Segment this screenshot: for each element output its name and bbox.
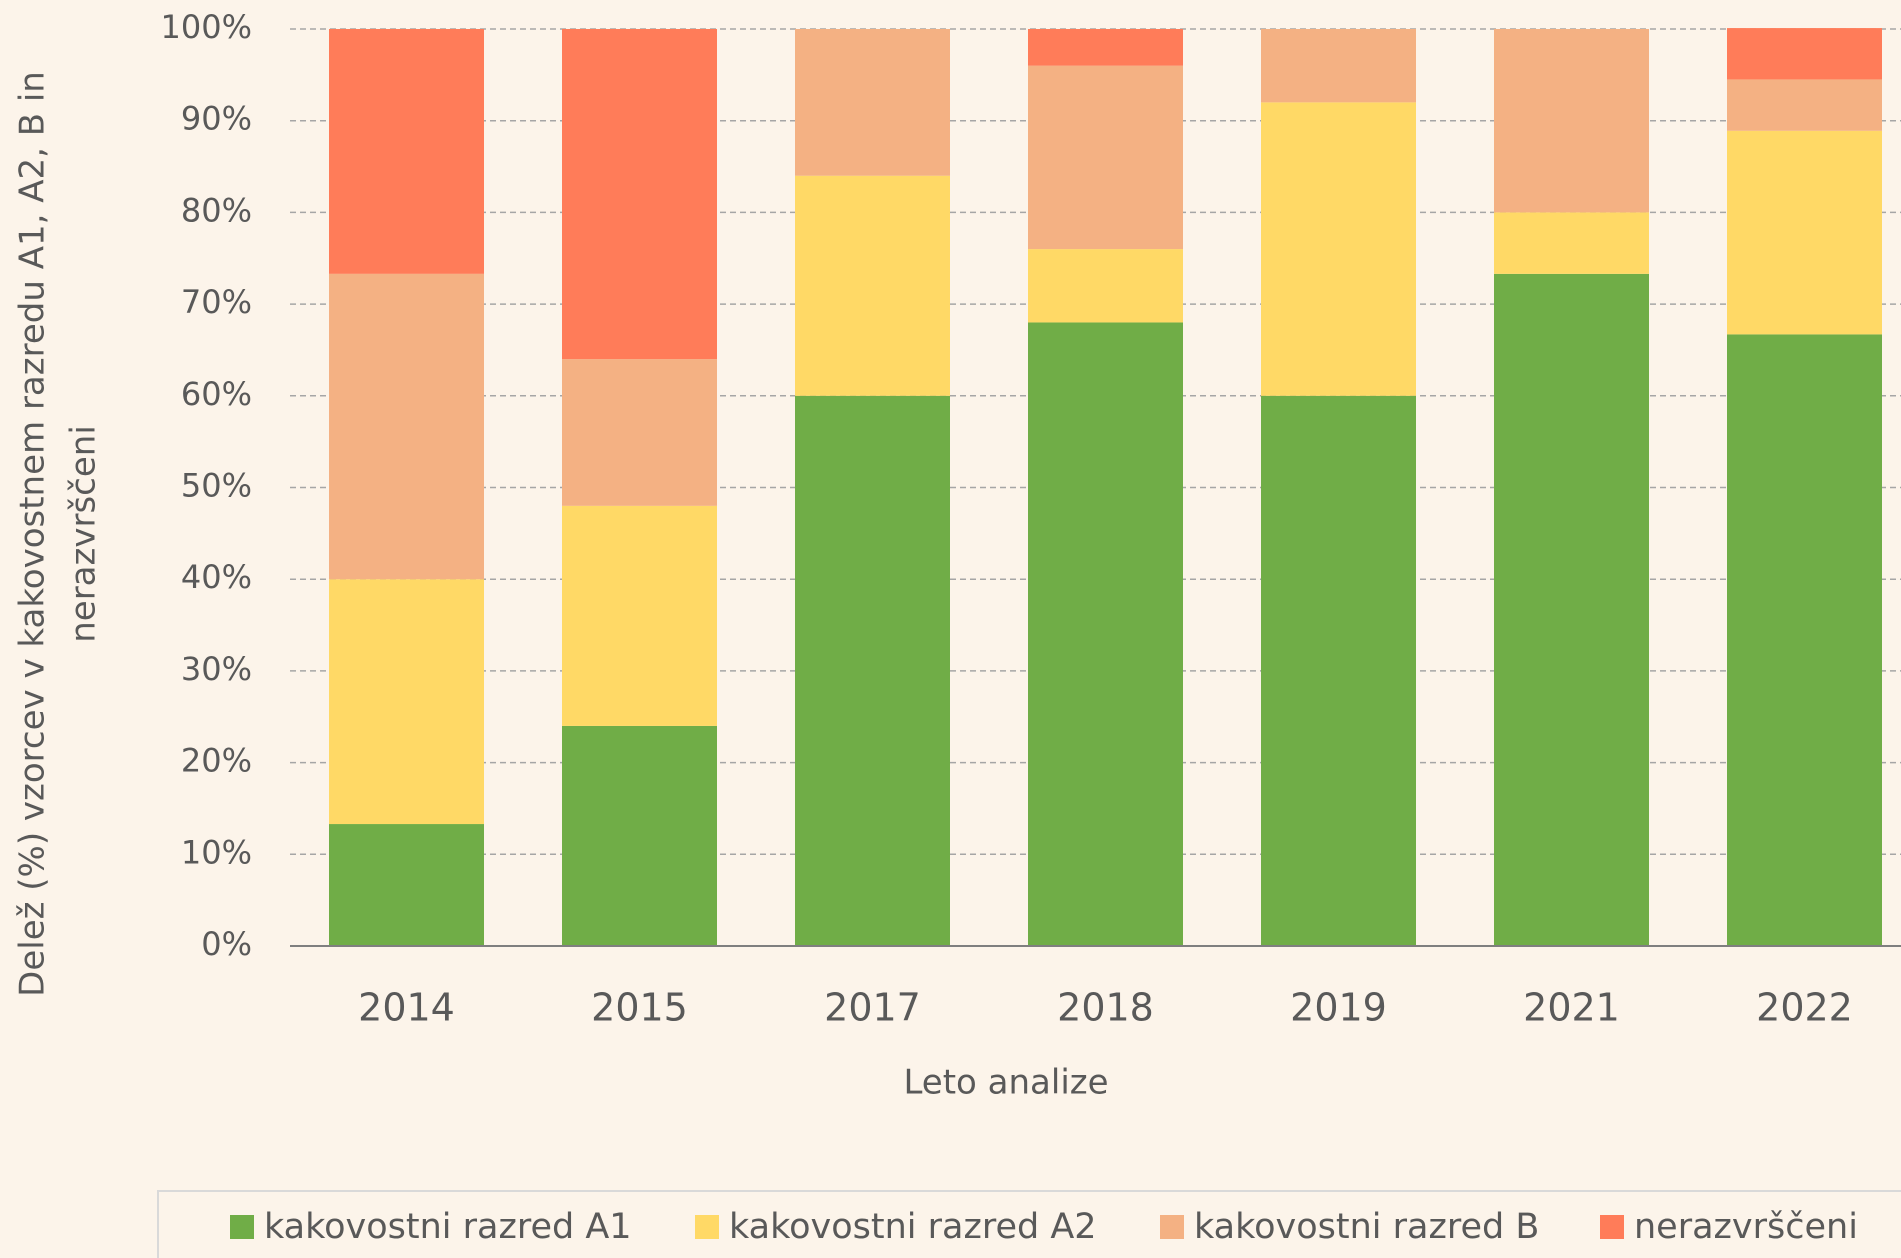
bar-segment xyxy=(1261,102,1416,396)
y-tick-label: 10% xyxy=(181,833,252,871)
bar-segment xyxy=(1028,65,1183,250)
x-tick-label: 2014 xyxy=(358,986,455,1030)
legend-label: kakovostni razred B xyxy=(1194,1207,1539,1247)
bar-segment xyxy=(1727,334,1882,947)
y-tick-label: 20% xyxy=(181,742,252,780)
bar-segment xyxy=(1494,212,1649,274)
y-tick-label: 90% xyxy=(181,100,252,138)
legend-swatch xyxy=(1600,1215,1624,1239)
bar-segment xyxy=(1028,249,1183,323)
y-tick-label: 80% xyxy=(181,191,252,229)
bar-segment xyxy=(1494,273,1649,946)
y-axis-title-line: nerazvrščeni xyxy=(64,425,104,643)
bar-segment xyxy=(1028,322,1183,946)
legend-swatch xyxy=(1160,1215,1184,1239)
x-tick-label: 2018 xyxy=(1057,986,1154,1030)
legend-swatch xyxy=(230,1215,254,1239)
x-tick-label: 2017 xyxy=(824,986,921,1030)
bar-segment xyxy=(1261,395,1416,946)
legend-label: kakovostni razred A2 xyxy=(729,1207,1097,1247)
bar-segment xyxy=(329,824,484,946)
bar-segment xyxy=(562,725,717,946)
legend-swatch xyxy=(695,1215,719,1239)
bar-segment xyxy=(1494,29,1649,213)
bar-segment xyxy=(1727,79,1882,131)
bar-segment xyxy=(1261,29,1416,103)
y-tick-label: 50% xyxy=(181,467,252,505)
bar-segment xyxy=(1727,28,1882,80)
x-tick-label: 2019 xyxy=(1290,986,1387,1030)
y-axis-title-line: Delež (%) vzorcev v kakovostnem razredu … xyxy=(13,71,53,997)
bar-segment xyxy=(329,29,484,274)
bar-segment xyxy=(329,273,484,580)
bar-segment xyxy=(795,29,950,176)
legend-label: nerazvrščeni xyxy=(1634,1207,1858,1247)
y-tick-label: 100% xyxy=(161,8,252,46)
bar-segment xyxy=(562,505,717,726)
y-tick-label: 70% xyxy=(181,283,252,321)
bar-segment xyxy=(562,29,717,360)
y-axis-title: Delež (%) vzorcev v kakovostnem razredu … xyxy=(13,71,104,997)
y-tick-label: 60% xyxy=(181,375,252,413)
x-tick-label: 2022 xyxy=(1756,986,1853,1030)
bar-segment xyxy=(795,175,950,396)
bar-segment xyxy=(329,579,484,825)
bar-segment xyxy=(795,395,950,946)
legend-label: kakovostni razred A1 xyxy=(264,1207,632,1247)
y-tick-label: 0% xyxy=(201,925,252,963)
x-axis-title: Leto analize xyxy=(903,1063,1108,1103)
bar-segment xyxy=(562,359,717,506)
x-tick-label: 2015 xyxy=(591,986,688,1030)
legend-box xyxy=(157,1190,1901,1258)
x-tick-label: 2021 xyxy=(1523,986,1620,1030)
bar-segment xyxy=(1028,29,1183,66)
bar-segment xyxy=(1727,130,1882,335)
y-tick-label: 40% xyxy=(181,558,252,596)
y-tick-label: 30% xyxy=(181,650,252,688)
